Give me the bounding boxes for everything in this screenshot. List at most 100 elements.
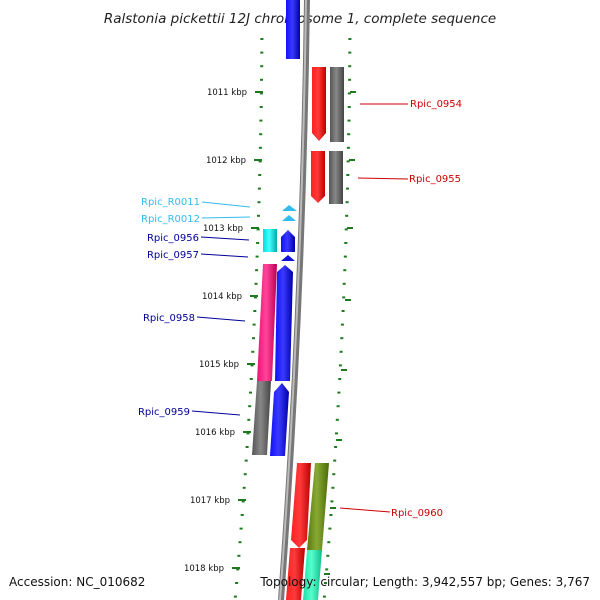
minor-tick-left [249,378,253,380]
tick-label-1011: 1011 kbp [207,88,247,98]
accession-text: Accession: NC_010682 [9,575,145,589]
minor-tick-right [348,51,352,54]
minor-tick-left [259,92,263,95]
tick-label-1015: 1015 kbp [199,360,239,370]
minor-tick-left [249,391,252,394]
minor-tick-left [242,486,246,489]
gene-rpic-0958[interactable] [275,265,293,381]
label-rpic-0959[interactable]: Rpic_0959 [138,407,190,418]
gene-rpic-0960[interactable] [291,463,311,548]
gene-bottom-mint [303,550,322,600]
minor-tick-left [247,418,251,421]
label-rpic-0956[interactable]: Rpic_0956 [147,233,199,244]
minor-tick-left [241,500,245,503]
gene-rpic-0954-cog [330,67,344,142]
gene-rpic-0958-cog [257,264,277,381]
minor-tick-right [341,310,345,312]
gene-rpic-0954[interactable] [312,67,326,141]
minor-tick-left [256,228,260,231]
label-rpic-r0012[interactable]: Rpic_R0012 [141,214,200,225]
minor-tick-left [259,133,263,136]
minor-tick-right [337,391,341,394]
tick-guide-right [322,38,352,598]
minor-tick-left [236,568,240,571]
gene-rpic-0955[interactable] [311,151,325,203]
minor-tick-left [259,119,263,122]
minor-tick-right [327,541,331,544]
minor-tick-right [333,459,337,462]
minor-tick-left [240,514,244,516]
minor-tick-right [342,282,346,285]
minor-tick-left [244,459,248,462]
minor-tick-left [258,174,262,176]
gene-rpic-0959[interactable] [270,383,289,456]
minor-tick-right [348,65,352,68]
gene-bottom-red[interactable] [286,548,305,600]
minor-tick-left [260,78,263,81]
minor-tick-right [342,296,346,299]
minor-tick-left [257,187,261,190]
minor-tick-left [251,350,255,353]
minor-tick-left [248,405,252,408]
minor-tick-left [239,527,243,530]
gene-top-blue[interactable] [286,0,300,59]
tick-label-1012: 1012 kbp [206,156,246,166]
gene-rpic-r0012[interactable] [282,215,296,221]
topology-summary: Topology: circular; Length: 3,942,557 bp… [259,575,590,589]
minor-tick-right [328,527,332,530]
tick-label-1017: 1017 kbp [190,496,230,506]
minor-tick-left [258,146,262,149]
minor-tick-right [346,174,350,176]
label-rpic-0960[interactable]: Rpic_0960 [391,508,443,519]
minor-tick-right [345,201,349,204]
gene-rpic-r0011[interactable] [282,205,297,211]
minor-tick-left [252,323,256,326]
minor-tick-right [346,160,350,163]
minor-tick-right [336,405,340,408]
minor-tick-right [347,133,351,136]
minor-tick-left [256,242,260,244]
gene-rpic-0957[interactable] [281,255,295,261]
minor-tick-left [238,541,242,544]
major-ticks [232,91,356,575]
minor-tick-left [254,282,258,285]
minor-tick-left [253,296,257,299]
label-rpic-0957[interactable]: Rpic_0957 [147,250,199,261]
minor-tick-right [347,119,351,122]
label-rpic-0958[interactable]: Rpic_0958 [143,313,195,324]
label-rpic-r0011[interactable]: Rpic_R0011 [141,197,200,208]
minor-tick-right [345,214,349,217]
minor-tick-left [233,595,237,598]
minor-tick-right [340,337,344,340]
minor-tick-left [255,255,259,258]
minor-tick-right [329,514,333,516]
minor-tick-left [257,214,260,217]
minor-tick-left [252,337,255,340]
minor-tick-left [257,201,261,204]
minor-tick-right [348,38,352,40]
minor-tick-right [343,269,347,272]
tick-label-1018: 1018 kbp [184,564,224,574]
gene-rpic-0955-cog [329,151,343,204]
minor-tick-right [322,595,326,598]
minor-tick-right [344,242,348,244]
minor-tick-right [340,323,344,326]
minor-tick-right [346,146,350,149]
tick-label-1013: 1013 kbp [203,224,243,234]
gene-rpic-0956[interactable] [281,230,295,252]
minor-tick-right [343,255,347,258]
minor-tick-left [255,269,259,272]
minor-tick-right [344,228,348,231]
tick-label-1016: 1016 kbp [195,428,235,438]
minor-tick-left [259,106,263,108]
minor-tick-left [245,446,249,448]
minor-tick-right [346,187,349,190]
minor-tick-right [347,92,351,95]
label-rpic-0955[interactable]: Rpic_0955 [409,174,461,185]
minor-tick-left [250,364,254,367]
gene-rpic-0956-cog [263,229,277,252]
label-rpic-0954[interactable]: Rpic_0954 [410,99,462,110]
minor-tick-right [331,486,335,489]
